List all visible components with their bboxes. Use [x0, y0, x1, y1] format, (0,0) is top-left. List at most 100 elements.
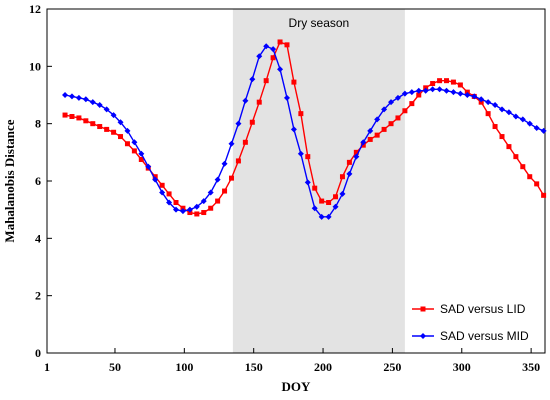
- data-point: [450, 79, 456, 85]
- x-tick-label: 200: [314, 360, 332, 374]
- data-point: [62, 92, 69, 98]
- data-point: [291, 79, 297, 85]
- data-point: [298, 111, 304, 117]
- data-point: [103, 106, 110, 113]
- data-point: [194, 211, 200, 217]
- data-point: [118, 134, 124, 140]
- data-point: [283, 94, 290, 101]
- data-point: [374, 116, 381, 123]
- data-point: [318, 213, 325, 220]
- data-point: [394, 94, 401, 101]
- data-point: [89, 99, 96, 106]
- data-point: [444, 78, 450, 84]
- data-point: [193, 203, 200, 210]
- data-point: [186, 206, 193, 213]
- data-point: [346, 170, 353, 177]
- data-point: [256, 53, 263, 60]
- data-point: [249, 119, 255, 125]
- x-axis: 1 50 100 150 200 250 300 350: [44, 348, 540, 374]
- data-point: [159, 182, 165, 188]
- data-point: [312, 185, 318, 191]
- data-point: [62, 112, 68, 118]
- data-point: [111, 129, 117, 135]
- data-point: [367, 136, 373, 142]
- data-point: [221, 160, 228, 167]
- data-point: [311, 205, 318, 212]
- data-point: [533, 124, 540, 131]
- data-point: [166, 191, 172, 197]
- data-point: [505, 109, 512, 116]
- data-point: [353, 153, 360, 160]
- data-point: [138, 150, 145, 157]
- legend-label-mid: SAD versus MID: [440, 329, 529, 343]
- data-point: [346, 159, 352, 165]
- data-point: [290, 126, 297, 133]
- data-point: [214, 176, 221, 183]
- data-point: [332, 203, 339, 210]
- data-point: [367, 127, 374, 134]
- data-point: [110, 112, 117, 119]
- data-point: [83, 118, 89, 124]
- data-point: [131, 148, 137, 154]
- y-axis: 0 2 4 6 8 10 12: [29, 2, 52, 360]
- y-tick-label: 12: [29, 2, 41, 16]
- data-point: [76, 115, 82, 121]
- data-point: [485, 99, 492, 106]
- data-point: [512, 113, 519, 120]
- data-point: [457, 90, 464, 97]
- y-tick-label: 8: [35, 117, 41, 131]
- data-point: [478, 96, 485, 103]
- data-point: [360, 139, 367, 146]
- data-point: [498, 106, 505, 113]
- x-tick-label: 100: [175, 360, 193, 374]
- data-point: [388, 99, 395, 106]
- x-tick-label: 1: [44, 360, 50, 374]
- data-point: [333, 194, 339, 200]
- data-point: [471, 93, 478, 100]
- data-point: [326, 200, 332, 205]
- data-point: [207, 189, 214, 196]
- data-point: [416, 92, 422, 98]
- x-tick-label: 150: [245, 360, 263, 374]
- data-point: [339, 174, 345, 180]
- data-point: [242, 139, 248, 145]
- data-point: [409, 101, 415, 107]
- data-point: [159, 189, 166, 196]
- data-point: [173, 206, 180, 213]
- data-point: [430, 81, 436, 87]
- data-point: [82, 96, 89, 103]
- data-point: [485, 111, 491, 117]
- data-point: [152, 176, 159, 183]
- data-point: [97, 124, 103, 130]
- data-point: [492, 102, 499, 109]
- data-point: [124, 127, 131, 134]
- data-point: [325, 213, 332, 220]
- data-point: [381, 126, 387, 132]
- data-point: [131, 139, 138, 146]
- series-line: [64, 41, 545, 215]
- data-point: [263, 43, 270, 50]
- data-point: [457, 82, 463, 88]
- data-point: [263, 78, 269, 84]
- data-point: [228, 175, 234, 181]
- y-tick-label: 10: [29, 59, 41, 73]
- data-point: [75, 94, 82, 101]
- data-point: [408, 89, 415, 96]
- data-point: [464, 92, 471, 98]
- data-point: [395, 115, 401, 121]
- x-axis-title: DOY: [282, 379, 312, 394]
- data-point: [69, 114, 75, 119]
- data-point: [374, 132, 380, 138]
- data-point: [68, 93, 75, 100]
- data-point: [534, 181, 540, 187]
- data-point: [381, 106, 388, 113]
- data-point: [201, 210, 207, 216]
- legend-marker-mid: [420, 333, 426, 339]
- data-point: [90, 121, 96, 127]
- data-point: [249, 76, 256, 83]
- x-tick-label: 300: [453, 360, 471, 374]
- data-point: [319, 198, 325, 204]
- x-tick-label: 350: [522, 360, 540, 374]
- data-point: [305, 154, 311, 160]
